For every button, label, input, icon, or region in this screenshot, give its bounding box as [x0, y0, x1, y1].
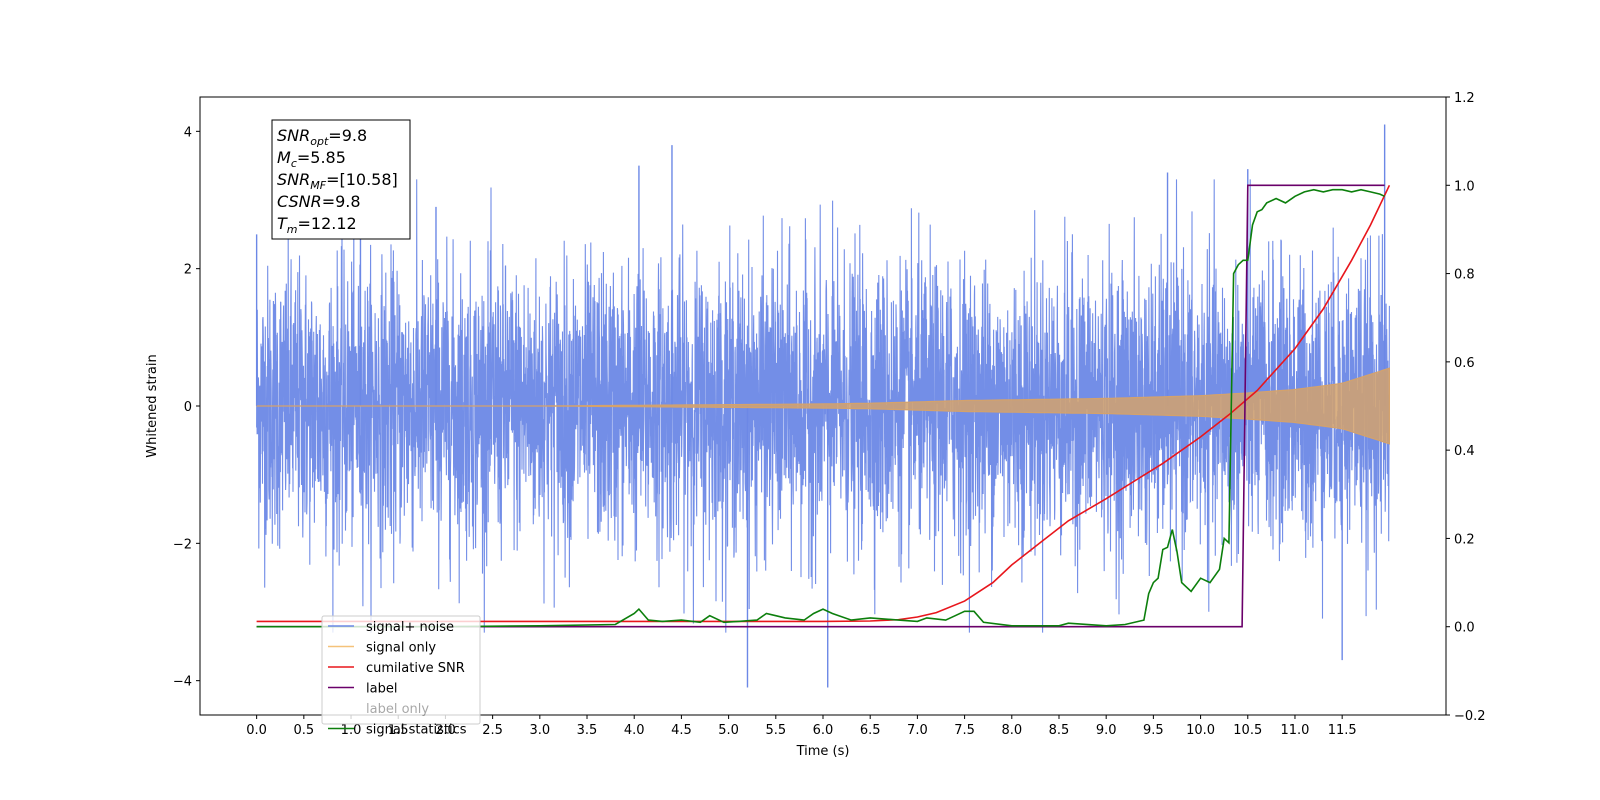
y-right-tick-label-0: −0.2: [1454, 709, 1486, 724]
x-tick-label-19: 9.5: [1143, 723, 1164, 738]
y-tick-label-3: 2: [184, 263, 192, 278]
x-axis-label: Time (s): [796, 744, 850, 759]
x-tick-label-21: 10.5: [1233, 723, 1262, 738]
series-signal-only-envelope: [256, 367, 1390, 445]
series-label-line: [256, 184, 1385, 628]
x-tick-label-11: 5.5: [765, 723, 786, 738]
series-cumilative-snr-line: [256, 184, 1391, 623]
x-tick-label-4: 2.0: [435, 723, 456, 738]
x-tick-label-16: 8.0: [1001, 723, 1022, 738]
y-axis-label: Whitened strain: [145, 354, 160, 457]
x-tick-label-10: 5.0: [718, 723, 739, 738]
legend-label-signal-only: signal only: [366, 641, 436, 656]
x-tick-label-9: 4.5: [671, 723, 692, 738]
y-tick-label-1: −2: [173, 537, 192, 552]
x-tick-label-17: 8.5: [1049, 723, 1070, 738]
legend-frame: [321, 615, 481, 725]
annotation-line-4: Tm=12.12: [277, 214, 357, 236]
y-right-tick-label-3: 0.4: [1454, 444, 1475, 459]
y-tick-label-2: 0: [184, 400, 192, 415]
annotation-line-3: CSNR=9.8: [277, 192, 361, 211]
series-layer: [255, 124, 1391, 688]
x-tick-label-14: 7.0: [907, 723, 928, 738]
x-tick-label-7: 3.5: [577, 723, 598, 738]
series-signal-statistics-line: [256, 188, 1385, 628]
y-right-tick-label-1: 0.0: [1454, 621, 1475, 636]
y-right-tick-label-6: 1.0: [1454, 179, 1475, 194]
x-tick-label-5: 2.5: [482, 723, 503, 738]
x-tick-label-12: 6.0: [813, 723, 834, 738]
y-right-tick-label-5: 0.8: [1454, 268, 1475, 283]
legend-label-signal-statistics: signal statistics: [366, 723, 467, 738]
x-tick-label-23: 11.5: [1328, 723, 1357, 738]
y-right-tick-label-7: 1.2: [1454, 91, 1475, 106]
annotation-line-2: SNRMF=[10.58]: [277, 170, 398, 192]
x-tick-label-1: 0.5: [293, 723, 314, 738]
x-tick-label-6: 3.0: [529, 723, 550, 738]
x-tick-label-18: 9.0: [1096, 723, 1117, 738]
legend-label-cumilative-snr: cumilative SNR: [366, 661, 465, 676]
legend-label-label: label: [366, 682, 397, 697]
legend-label-signal-noise: signal+ noise: [366, 620, 454, 635]
y-right-tick-label-2: 0.2: [1454, 532, 1475, 547]
x-tick-label-8: 4.0: [624, 723, 645, 738]
x-tick-label-3: 1.5: [388, 723, 409, 738]
x-tick-label-20: 10.0: [1186, 723, 1215, 738]
annotation-line-0: SNRopt=9.8: [277, 126, 367, 148]
x-tick-label-22: 11.0: [1280, 723, 1309, 738]
annotation-line-1: Mc=5.85: [277, 148, 346, 170]
y-tick-label-0: −4: [173, 675, 192, 690]
x-tick-label-0: 0.0: [246, 723, 267, 738]
annotation-frame: [271, 119, 411, 240]
legend: signal+ noise signal only cumilative SNR la…: [321, 615, 481, 738]
y-tick-label-4: 4: [184, 125, 192, 140]
axes-layer: 0.0 0.5 1.0 1.5 2.0 2.5 3.0 3.5 4.0 4.5 5.0 5.5 6.0 6…: [173, 91, 1486, 738]
x-tick-label-2: 1.0: [341, 723, 362, 738]
legend-label-label-only: label only: [366, 702, 429, 717]
x-tick-label-13: 6.5: [860, 723, 881, 738]
x-tick-label-15: 7.5: [954, 723, 975, 738]
y-right-tick-label-4: 0.6: [1454, 356, 1475, 371]
